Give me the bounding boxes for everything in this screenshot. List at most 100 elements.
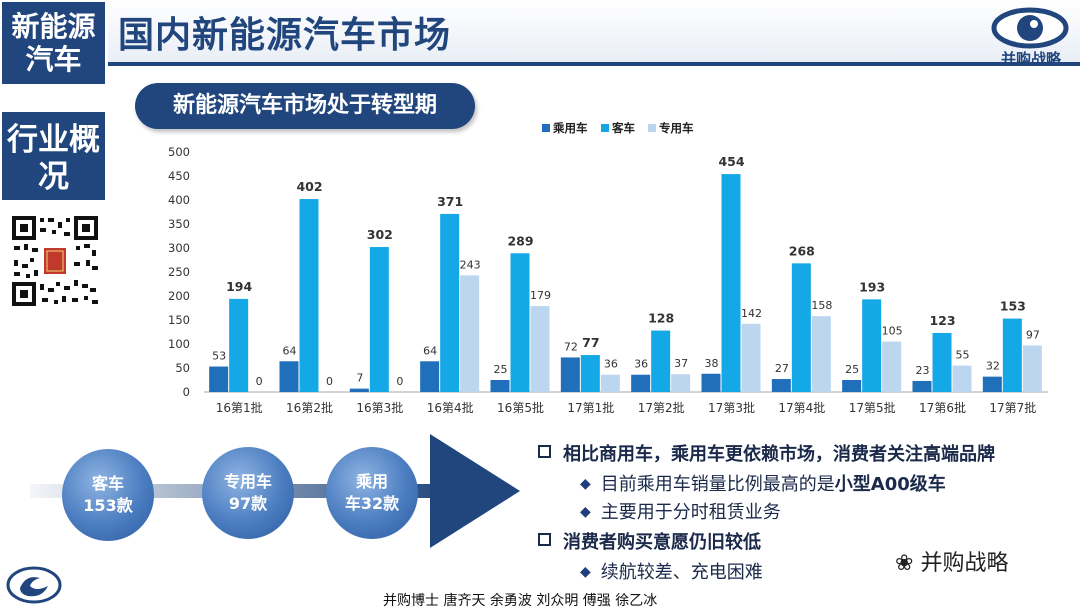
- bar-2: [811, 316, 831, 392]
- bar-0: [349, 388, 369, 392]
- data-label: 158: [811, 299, 832, 312]
- diamond-bullet-icon: ◆: [580, 504, 591, 520]
- square-bullet-icon: [538, 445, 551, 458]
- bullet-2a: ◆ 续航较差、充电困难: [580, 558, 763, 584]
- wechat-icon: ❀: [895, 551, 914, 576]
- bar-0: [560, 357, 580, 392]
- data-label: 193: [859, 279, 885, 294]
- y-tick-label: 100: [168, 337, 190, 351]
- bullet-1b: ◆ 主要用于分时租赁业务: [580, 498, 781, 524]
- legend-swatch: [542, 124, 550, 132]
- data-label: 25: [494, 363, 508, 376]
- timeline-bubble-special-line1: 专用车: [223, 472, 272, 491]
- data-label: 64: [423, 344, 437, 357]
- diamond-bullet-icon: ◆: [580, 476, 591, 492]
- x-tick-label: 16第4批: [427, 400, 474, 415]
- header-bar: [108, 0, 1080, 62]
- data-label: 289: [507, 233, 533, 248]
- bar-1: [440, 213, 460, 392]
- y-tick-label: 0: [183, 385, 190, 399]
- legend-label: 专用车: [659, 121, 694, 135]
- y-tick-label: 50: [175, 361, 190, 375]
- wechat-watermark: ❀ 并购战略: [895, 545, 1008, 577]
- chart-legend: 乘用车 客车 专用车: [542, 121, 694, 135]
- bar-0: [631, 374, 651, 392]
- data-label: 371: [437, 194, 463, 209]
- timeline-bubble-passenger-line2: 车32款: [344, 494, 400, 513]
- data-label: 454: [718, 154, 744, 169]
- brand-logo-text: 并购战略: [1000, 50, 1061, 68]
- data-label: 142: [741, 307, 762, 320]
- data-label: 0: [326, 375, 333, 388]
- bullet-1b-text: 主要用于分时租赁业务: [600, 502, 781, 523]
- x-tick-label: 16第1批: [216, 400, 263, 415]
- bar-1: [651, 330, 671, 392]
- qr-code-icon: [10, 214, 100, 308]
- section-tag-new-energy-text: 新能源汽车: [11, 10, 96, 76]
- bullet-1-text: 相比商用车，乘用车更依赖市场，消费者关注高端品牌: [563, 444, 995, 465]
- data-label: 243: [460, 258, 481, 271]
- bar-2: [671, 374, 691, 392]
- x-tick-label: 16第3批: [356, 400, 403, 415]
- data-label: 77: [582, 335, 599, 350]
- timeline-bubble-bus: 客车 153款: [62, 449, 154, 541]
- y-tick-label: 300: [168, 241, 190, 255]
- data-label: 23: [916, 364, 930, 377]
- bar-1: [580, 355, 600, 392]
- data-label: 25: [845, 363, 859, 376]
- bullet-1: 相比商用车，乘用车更依赖市场，消费者关注高端品牌: [538, 440, 995, 466]
- bar-1: [299, 199, 319, 392]
- x-tick-label: 16第2批: [286, 400, 333, 415]
- y-tick-label: 200: [168, 289, 190, 303]
- legend-label: 客车: [611, 121, 635, 135]
- data-label: 268: [789, 243, 815, 258]
- bar-2: [460, 275, 480, 392]
- bullet-1a-highlight: 小型A00级车: [834, 474, 946, 495]
- data-label: 179: [530, 289, 551, 302]
- section-tag-industry-overview-text: 行业概况: [7, 122, 100, 195]
- company-logo-icon: [6, 566, 62, 604]
- bar-2: [952, 365, 972, 392]
- bar-2: [600, 374, 620, 392]
- subtitle-banner: 新能源汽车市场处于转型期: [135, 83, 475, 129]
- y-tick-label: 450: [168, 169, 190, 183]
- y-tick-label: 400: [168, 193, 190, 207]
- bar-1: [791, 263, 811, 392]
- bar-0: [209, 366, 229, 392]
- timeline-bubble-bus-line1: 客车: [91, 474, 124, 493]
- bullet-1a-text: 目前乘用车销量比例最高的是: [600, 474, 835, 495]
- bullet-2a-text: 续航较差、充电困难: [600, 562, 763, 583]
- data-label: 55: [956, 349, 970, 362]
- data-label: 53: [212, 350, 226, 363]
- data-label: 36: [634, 358, 648, 371]
- x-tick-label: 17第6批: [919, 400, 966, 415]
- bar-0: [279, 361, 299, 392]
- timeline-bubble-passenger: 乘用 车32款: [326, 447, 418, 539]
- data-label: 153: [1000, 299, 1026, 314]
- footer-credit: 并购博士 唐齐天 余勇波 刘众明 傅强 徐乙冰: [383, 593, 658, 609]
- bar-0: [701, 373, 721, 392]
- data-label: 64: [283, 344, 297, 357]
- bullet-2-text: 消费者购买意愿仍旧较低: [563, 532, 761, 553]
- data-label: 7: [356, 372, 363, 385]
- header-divider: [108, 62, 1080, 66]
- timeline-bubble-special: 专用车 97款: [202, 447, 294, 539]
- bar-1: [721, 174, 741, 392]
- bar-2: [530, 306, 550, 392]
- data-label: 38: [705, 357, 719, 370]
- legend-swatch: [648, 124, 656, 132]
- bar-0: [490, 380, 510, 392]
- y-tick-label: 350: [168, 217, 190, 231]
- bar-0: [420, 361, 440, 392]
- y-tick-label: 150: [168, 313, 190, 327]
- bar-0: [982, 376, 1002, 392]
- section-tag-new-energy: 新能源汽车: [2, 2, 105, 84]
- data-label: 72: [564, 340, 578, 353]
- square-bullet-icon: [538, 533, 551, 546]
- diamond-bullet-icon: ◆: [580, 564, 591, 580]
- y-tick-label: 500: [168, 145, 190, 159]
- data-label: 27: [775, 362, 789, 375]
- legend-label: 乘用车: [552, 121, 588, 135]
- legend-swatch: [601, 124, 609, 132]
- bar-0: [771, 379, 791, 392]
